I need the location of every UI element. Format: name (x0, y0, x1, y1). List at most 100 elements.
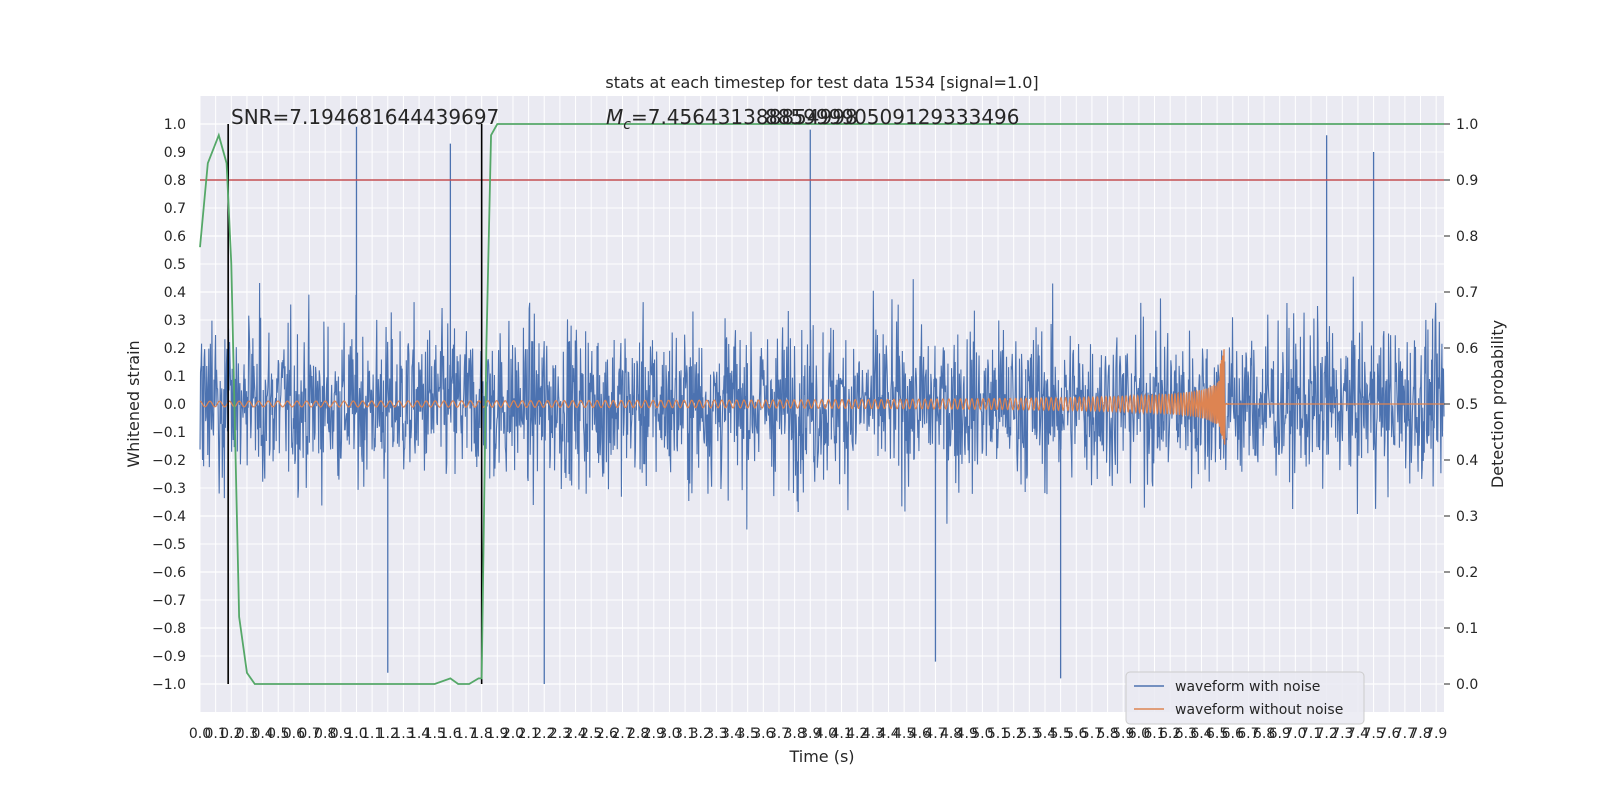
x-tick-label: 3.7 (768, 726, 790, 742)
y-tick-label: −0.2 (152, 453, 186, 469)
x-tick-label: 4.8 (940, 726, 962, 742)
x-tick-label: 6.2 (1159, 726, 1181, 742)
mc-symbol: M (606, 105, 623, 129)
x-tick-label: 2.2 (533, 726, 555, 742)
x-tick-label: 6.8 (1253, 726, 1275, 742)
x-tick-label: 7.0 (1284, 726, 1306, 742)
x-tick-label: 7.9 (1425, 726, 1447, 742)
y-tick-label: −0.3 (152, 481, 186, 497)
x-tick-label: 7.6 (1378, 726, 1400, 742)
x-tick-label: 2.1 (517, 726, 539, 742)
y-tick-label: 0.0 (164, 397, 186, 413)
x-tick-label: 3.9 (799, 726, 821, 742)
x-tick-label: 4.2 (846, 726, 868, 742)
vertical-markers (227, 124, 483, 684)
x-tick-label: 4.3 (862, 726, 884, 742)
x-tick-label: 0.7 (298, 726, 320, 742)
x-tick-label: 3.5 (737, 726, 759, 742)
x-tick-label: 2.9 (643, 726, 665, 742)
x-tick-label: 5.0 (971, 726, 993, 742)
x-tick-label: 4.0 (815, 726, 837, 742)
x-tick-label: 0.4 (251, 726, 273, 742)
x-tick-label: 0.9 (330, 726, 352, 742)
x-tick-label: 0.6 (283, 726, 305, 742)
noise-trace (199, 276, 1445, 530)
x-tick-label: 0.8 (314, 726, 336, 742)
x-tick-label: 6.6 (1222, 726, 1244, 742)
x-tick-label: 4.9 (956, 726, 978, 742)
x-tick-label: 6.9 (1269, 726, 1291, 742)
x-tick-label: 2.3 (549, 726, 571, 742)
x-tick-label: 4.5 (893, 726, 915, 742)
x-tick-label: 0.2 (220, 726, 242, 742)
x-tick-label: 5.7 (1081, 726, 1103, 742)
y-right-axis-label: Detection probability (1488, 320, 1507, 488)
x-tick-label: 5.5 (1049, 726, 1071, 742)
x-tick-label: 5.1 (987, 726, 1009, 742)
y-tick-label: 0.1 (164, 369, 186, 385)
x-tick-label: 1.3 (392, 726, 414, 742)
x-tick-label: 5.9 (1112, 726, 1134, 742)
x-tick-label: 1.8 (471, 726, 493, 742)
y-right-tick-label: 0.7 (1456, 285, 1478, 301)
y-axis-label: Whitened strain (124, 340, 143, 467)
x-tick-label: 1.2 (377, 726, 399, 742)
y-right-tick-label: 0.2 (1456, 565, 1478, 581)
y-tick-label: −0.5 (152, 537, 186, 553)
x-tick-label: 4.1 (830, 726, 852, 742)
x-tick-label: 3.6 (752, 726, 774, 742)
y-tick-label: −0.8 (152, 621, 186, 637)
x-tick-label: 7.4 (1347, 726, 1369, 742)
mc-value: =7.456431388854998 (631, 105, 858, 129)
x-tick-label: 3.3 (705, 726, 727, 742)
x-tick-label: 5.6 (1065, 726, 1087, 742)
y-tick-label: 0.3 (164, 313, 186, 329)
series-detection-probability (199, 123, 1444, 685)
y-tick-label: 0.5 (164, 257, 186, 273)
legend-label-clean: waveform without noise (1175, 702, 1343, 718)
series-waveform-with-noise (199, 126, 1445, 684)
x-tick-label: 2.7 (611, 726, 633, 742)
x-tick-label: 3.8 (783, 726, 805, 742)
x-tick-label: 0.5 (267, 726, 289, 742)
legend: waveform with noise waveform without noi… (1125, 671, 1365, 725)
x-tick-label: 6.4 (1190, 726, 1212, 742)
x-tick-label: 7.8 (1409, 726, 1431, 742)
x-tick-label: 4.6 (909, 726, 931, 742)
y-tick-label: 1.0 (164, 117, 186, 133)
x-tick-label: 0.0 (189, 726, 211, 742)
y-tick-label: −0.4 (152, 509, 186, 525)
y-tick-label: −0.7 (152, 593, 186, 609)
chart-title: stats at each timestep for test data 153… (605, 73, 1038, 92)
x-tick-label: 0.3 (236, 726, 258, 742)
x-tick-label: 1.4 (408, 726, 430, 742)
x-tick-label: 4.7 (924, 726, 946, 742)
x-tick-label: 3.2 (690, 726, 712, 742)
y-right-tick-label: 0.5 (1456, 397, 1478, 413)
y-tick-label: 0.4 (164, 285, 186, 301)
x-tick-label: 6.7 (1237, 726, 1259, 742)
y-right-tick-label: 0.3 (1456, 509, 1478, 525)
legend-label-noise: waveform with noise (1175, 679, 1320, 695)
x-tick-label: 2.8 (627, 726, 649, 742)
x-tick-label: 4.4 (877, 726, 899, 742)
x-tick-label: 1.1 (361, 726, 383, 742)
legend-box (1125, 671, 1365, 725)
y-right-tick-label: 0.1 (1456, 621, 1478, 637)
y-tick-labels: 1.0 0.9 0.8 0.7 0.6 0.5 0.4 0.3 0.2 0.1 0.0 −0.1 −0.… (152, 117, 186, 693)
x-tick-label: 3.1 (674, 726, 696, 742)
chirp-trace (199, 349, 1444, 445)
y-right-tick-label: 0.4 (1456, 453, 1478, 469)
snr-annotation: SNR=7.194681644439697 (231, 105, 499, 129)
x-tick-label: 1.9 (486, 726, 508, 742)
x-tick-label: 2.5 (580, 726, 602, 742)
x-tick-label: 2.0 (502, 726, 524, 742)
y-tick-label: −1.0 (152, 677, 186, 693)
x-tick-label: 1.5 (424, 726, 446, 742)
x-tick-label: 6.1 (1143, 726, 1165, 742)
y-tick-label: −0.6 (152, 565, 186, 581)
x-tick-label: 5.2 (1003, 726, 1025, 742)
y-tick-label: −0.9 (152, 649, 186, 665)
x-tick-label: 3.4 (721, 726, 743, 742)
